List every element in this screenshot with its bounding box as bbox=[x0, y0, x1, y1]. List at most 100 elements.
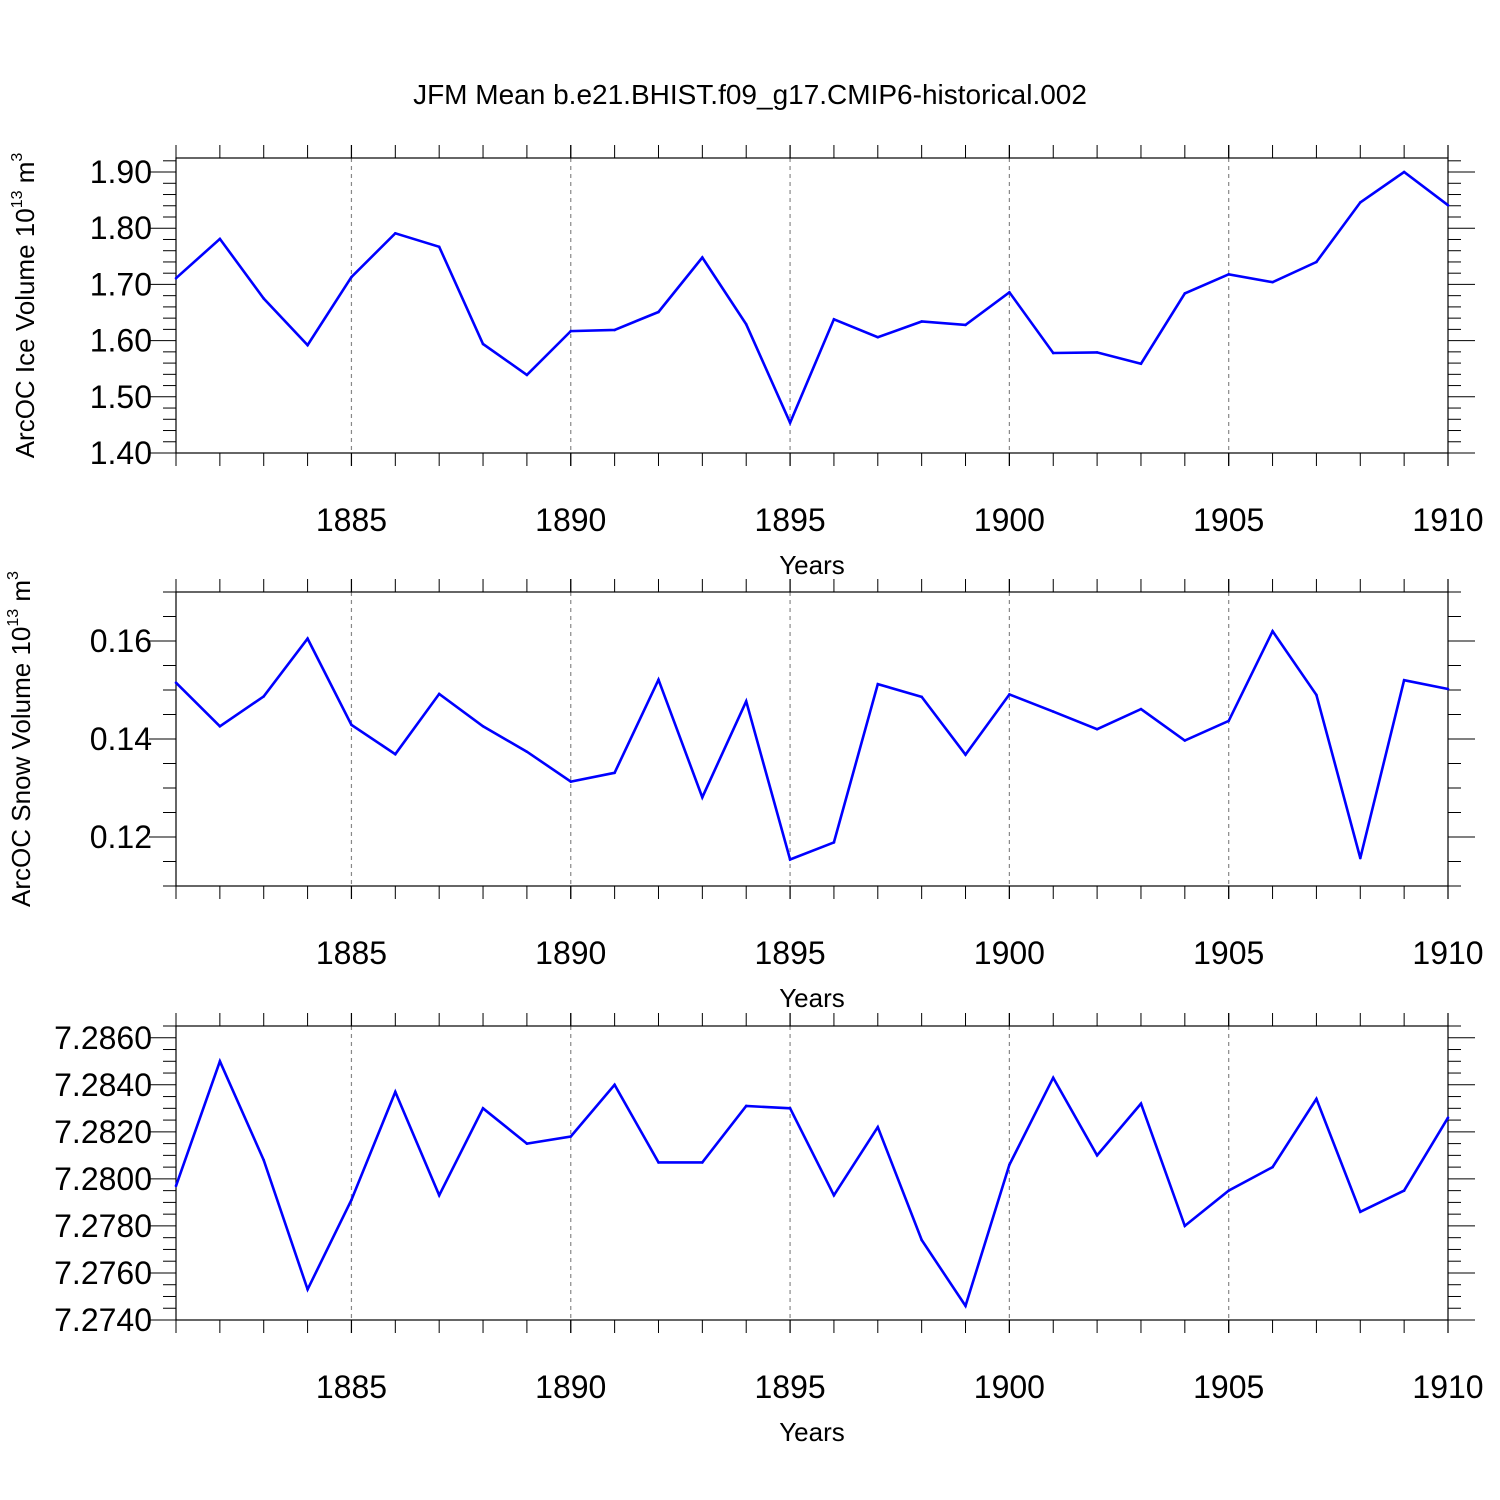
data-point bbox=[1402, 1189, 1406, 1192]
data-point bbox=[744, 323, 748, 326]
data-point bbox=[262, 695, 266, 698]
x-tick-label: 1905 bbox=[1193, 1369, 1264, 1405]
data-point bbox=[1139, 362, 1143, 365]
data-point bbox=[1271, 1165, 1274, 1169]
data-point bbox=[613, 1083, 616, 1087]
panel-1: 1.40 1.50 1.60 1.70 1.80 1.90 1885 1890 1895 1900… bbox=[9, 145, 1484, 580]
data-point bbox=[701, 796, 704, 799]
data-point bbox=[657, 678, 660, 682]
data-point bbox=[262, 297, 266, 300]
y-axis-title: ArcOC Snow Volume 1013 m3 bbox=[5, 571, 36, 907]
y-tick-label: 1.70 bbox=[90, 266, 152, 302]
x-tick-label: 1910 bbox=[1412, 1369, 1483, 1405]
y-tick-label: 1.80 bbox=[90, 210, 152, 246]
chart-title: JFM Mean b.e21.BHIST.f09_g17.CMIP6-histo… bbox=[413, 79, 1087, 110]
data-point bbox=[1227, 273, 1230, 276]
data-point bbox=[1446, 1116, 1450, 1120]
y-tick-label: 7.2860 bbox=[54, 1020, 152, 1056]
data-point bbox=[481, 724, 485, 728]
data-point bbox=[350, 275, 353, 279]
data-point bbox=[920, 695, 923, 699]
data-point bbox=[701, 256, 704, 259]
data-point bbox=[832, 1194, 836, 1197]
data-point bbox=[218, 237, 222, 241]
x-axis-title: Years bbox=[779, 983, 845, 1013]
data-point bbox=[174, 276, 178, 280]
data-point bbox=[876, 335, 880, 339]
x-tick-label: 1895 bbox=[754, 502, 825, 538]
plot-frame bbox=[175, 1025, 1449, 1321]
y-tick-label: 7.2820 bbox=[54, 1114, 152, 1150]
data-point bbox=[613, 771, 616, 775]
data-point bbox=[788, 1107, 792, 1110]
data-point bbox=[218, 724, 222, 728]
data-point bbox=[1139, 707, 1143, 711]
data-point bbox=[437, 245, 441, 249]
x-tick-label: 1900 bbox=[974, 1369, 1045, 1405]
data-point bbox=[437, 1194, 441, 1197]
data-point bbox=[569, 329, 573, 333]
data-point bbox=[394, 231, 397, 235]
y-tick-label: 7.2740 bbox=[54, 1302, 152, 1338]
x-tick-label: 1900 bbox=[974, 502, 1045, 538]
data-point bbox=[437, 692, 441, 696]
data-point bbox=[744, 1104, 748, 1108]
data-point bbox=[1051, 351, 1055, 355]
x-axis-title: Years bbox=[779, 1417, 845, 1447]
data-point bbox=[964, 753, 967, 756]
data-point bbox=[350, 1198, 353, 1202]
data-point bbox=[525, 1142, 529, 1145]
data-point bbox=[174, 1184, 178, 1188]
x-tick-label: 1885 bbox=[316, 935, 387, 971]
data-point bbox=[174, 681, 178, 684]
data-point bbox=[1315, 1097, 1318, 1101]
x-tick-label: 1890 bbox=[535, 1369, 606, 1405]
data-point bbox=[481, 342, 485, 346]
x-tick-label: 1900 bbox=[974, 935, 1045, 971]
x-axis-title: Years bbox=[779, 550, 845, 580]
data-point bbox=[394, 752, 397, 756]
y-tick-label: 7.2800 bbox=[54, 1161, 152, 1197]
data-point bbox=[1402, 678, 1406, 682]
y-tick-label: 1.50 bbox=[90, 379, 152, 415]
data-point bbox=[394, 1090, 397, 1094]
data-point bbox=[218, 1059, 222, 1063]
y-tick-label: 1.90 bbox=[90, 154, 152, 190]
data-point bbox=[964, 1304, 967, 1308]
data-point bbox=[1051, 1076, 1055, 1080]
panel-3: 7.2740 7.2760 7.2780 7.2800 7.2820 7.2840 7.28… bbox=[54, 1013, 1484, 1447]
data-point bbox=[1227, 719, 1230, 723]
data-point bbox=[481, 1107, 485, 1110]
data-point bbox=[832, 317, 836, 321]
data-point bbox=[1315, 260, 1318, 264]
data-point bbox=[1183, 739, 1187, 742]
panel-2: 0.12 0.14 0.16 1885 1890 1895 1900 1905 1910 Year… bbox=[5, 571, 1484, 1013]
data-point bbox=[1008, 290, 1011, 294]
data-point bbox=[525, 373, 529, 377]
data-point bbox=[701, 1161, 704, 1164]
data-line bbox=[174, 1057, 1450, 1309]
y-tick-label: 7.2760 bbox=[54, 1255, 152, 1291]
data-point bbox=[1139, 1102, 1143, 1105]
y-tick-label: 1.40 bbox=[90, 435, 152, 471]
data-point bbox=[876, 682, 880, 686]
data-point bbox=[569, 780, 573, 783]
y-tick-label: 7.2840 bbox=[54, 1067, 152, 1103]
y-tick-label: 0.12 bbox=[90, 819, 152, 855]
plot-frame bbox=[175, 157, 1449, 454]
data-point bbox=[1227, 1189, 1230, 1192]
data-point bbox=[1008, 693, 1011, 696]
data-point bbox=[657, 310, 660, 314]
data-point bbox=[964, 323, 967, 327]
data-point bbox=[1051, 710, 1055, 713]
data-point bbox=[1358, 1210, 1362, 1214]
data-point bbox=[306, 637, 309, 640]
data-point bbox=[569, 1135, 573, 1138]
data-point bbox=[1271, 629, 1274, 633]
data-point bbox=[832, 841, 836, 844]
data-point bbox=[1402, 170, 1406, 174]
data-point bbox=[876, 1125, 880, 1129]
data-point bbox=[788, 858, 792, 861]
data-point bbox=[1271, 280, 1274, 284]
